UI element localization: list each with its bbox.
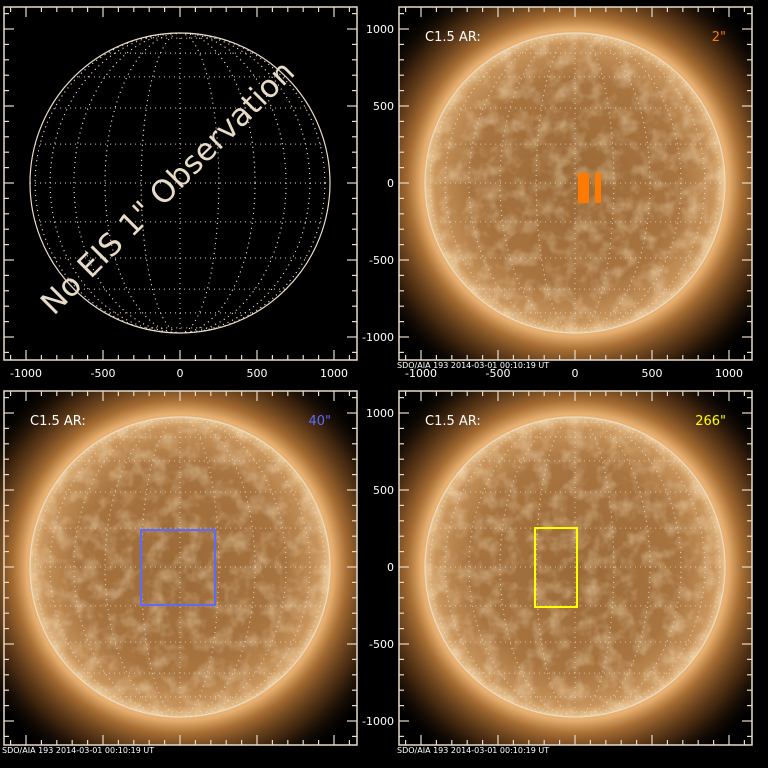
longitude-line xyxy=(34,32,326,334)
eis-raster-box xyxy=(534,527,578,608)
longitude-line xyxy=(34,416,326,718)
x-tick-label: 0 xyxy=(572,367,579,380)
axis-ticks xyxy=(4,7,357,360)
x-tick-label: -500 xyxy=(486,367,511,380)
resolution-label: 266" xyxy=(695,414,726,429)
image-footer: SDO/AIA 193 2014-03-01 00:10:19 UT xyxy=(397,361,549,370)
image-footer: SDO/AIA 193 2014-03-01 00:10:19 UT xyxy=(397,746,549,755)
y-tick-label: 500 xyxy=(373,100,394,113)
y-tick-label: 0 xyxy=(387,561,394,574)
longitude-line xyxy=(468,416,682,718)
longitude-line xyxy=(468,32,682,334)
y-tick-label: -1000 xyxy=(362,331,394,344)
eis-raster-bar xyxy=(595,173,601,203)
y-tick-label: -1000 xyxy=(362,715,394,728)
flare-label: C1.5 AR: xyxy=(425,30,481,45)
limb-circle xyxy=(424,32,726,334)
axis-ticks xyxy=(399,391,752,745)
longitude-line xyxy=(140,32,220,334)
x-tick-label: 500 xyxy=(642,367,663,380)
panel-top-right: -1000 -500 0 500 1000 1000 500 0 -500 -1000 C1.5 A… xyxy=(362,6,753,380)
solar-image xyxy=(399,391,752,745)
x-tick-label: -1000 xyxy=(405,367,437,380)
x-tick-label: 1000 xyxy=(320,367,348,380)
longitude-line xyxy=(73,32,287,334)
eis-raster-bar xyxy=(578,173,589,203)
y-tick-label: -500 xyxy=(369,638,394,651)
longitude-line xyxy=(140,416,220,718)
longitude-line xyxy=(535,32,615,334)
panel-top-left: -1000 -500 0 500 1000 No EIS 1" Observation xyxy=(3,6,358,380)
y-tick-label: -500 xyxy=(369,254,394,267)
longitude-line xyxy=(73,416,287,718)
image-footer: SDO/AIA 193 2014-03-01 00:10:19 UT xyxy=(2,746,154,755)
x-tick-label: -1000 xyxy=(10,367,42,380)
solar-image xyxy=(399,7,752,360)
solar-image xyxy=(0,391,357,745)
limb-circle xyxy=(29,416,331,718)
resolution-label: 40" xyxy=(308,414,331,429)
x-tick-label: 500 xyxy=(247,367,268,380)
resolution-label: 2" xyxy=(712,30,726,45)
y-tick-label: 0 xyxy=(387,177,394,190)
x-tick-label: -500 xyxy=(91,367,116,380)
limb-circle xyxy=(424,416,726,718)
solar-image xyxy=(29,32,331,334)
panel-bottom-left: C1.5 AR: 40" SDO/AIA 193 2014-03-01 00:10:… xyxy=(0,390,358,755)
flare-label: C1.5 AR: xyxy=(30,414,86,429)
axis-ticks xyxy=(399,7,752,360)
x-tick-label: 0 xyxy=(177,367,184,380)
flare-label: C1.5 AR: xyxy=(425,414,481,429)
no-observation-text: No EIS 1" Observation xyxy=(34,54,302,322)
eis-raster-box xyxy=(140,529,216,606)
axis-ticks xyxy=(4,391,357,745)
y-tick-label: 1000 xyxy=(366,23,394,36)
y-tick-label: 1000 xyxy=(366,407,394,420)
limb-circle xyxy=(29,32,331,334)
y-tick-label: 500 xyxy=(373,484,394,497)
longitude-line xyxy=(535,416,615,718)
panel-bottom-right: 1000 500 0 -500 -1000 C1.5 AR: 266" SDO/AIA 193… xyxy=(362,390,753,755)
x-tick-label: 1000 xyxy=(715,367,743,380)
